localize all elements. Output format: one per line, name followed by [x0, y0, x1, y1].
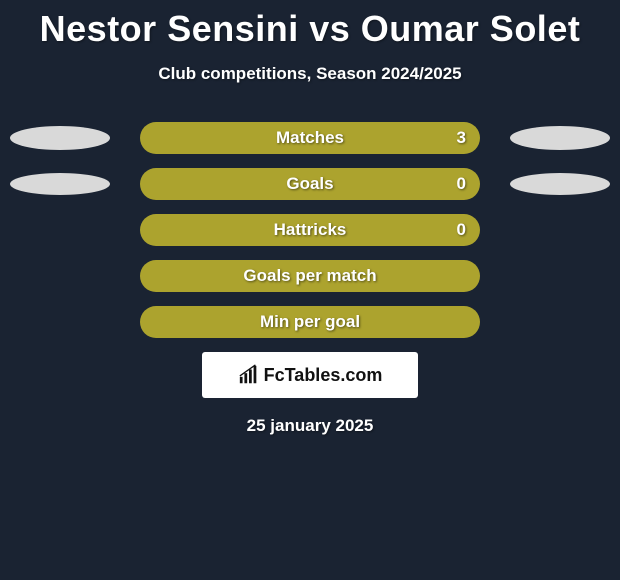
right-marker: [510, 173, 610, 195]
stat-row-matches: Matches 3: [0, 122, 620, 154]
stat-bar: Goals 0: [140, 168, 480, 200]
date-label: 25 january 2025: [0, 416, 620, 436]
stat-bar: Matches 3: [140, 122, 480, 154]
page-title: Nestor Sensini vs Oumar Solet: [0, 0, 620, 50]
stat-label: Hattricks: [274, 220, 347, 240]
stat-bar: Min per goal: [140, 306, 480, 338]
left-marker: [10, 173, 110, 195]
stat-bar: Goals per match: [140, 260, 480, 292]
comparison-chart: Matches 3 Goals 0 Hattricks 0 Goals per …: [0, 122, 620, 338]
stat-label: Goals per match: [243, 266, 376, 286]
stat-row-min-per-goal: Min per goal: [0, 306, 620, 338]
stat-label: Matches: [276, 128, 344, 148]
stat-row-hattricks: Hattricks 0: [0, 214, 620, 246]
stat-bar: Hattricks 0: [140, 214, 480, 246]
stat-value: 0: [457, 174, 466, 194]
stat-row-goals-per-match: Goals per match: [0, 260, 620, 292]
subtitle: Club competitions, Season 2024/2025: [0, 64, 620, 84]
chart-bars-icon: [238, 364, 260, 386]
stat-value: 3: [457, 128, 466, 148]
stat-label: Min per goal: [260, 312, 360, 332]
brand-badge: FcTables.com: [202, 352, 418, 398]
right-marker: [510, 126, 610, 150]
stat-label: Goals: [286, 174, 333, 194]
left-marker: [10, 126, 110, 150]
brand-text: FcTables.com: [264, 365, 383, 386]
stat-row-goals: Goals 0: [0, 168, 620, 200]
stat-value: 0: [457, 220, 466, 240]
